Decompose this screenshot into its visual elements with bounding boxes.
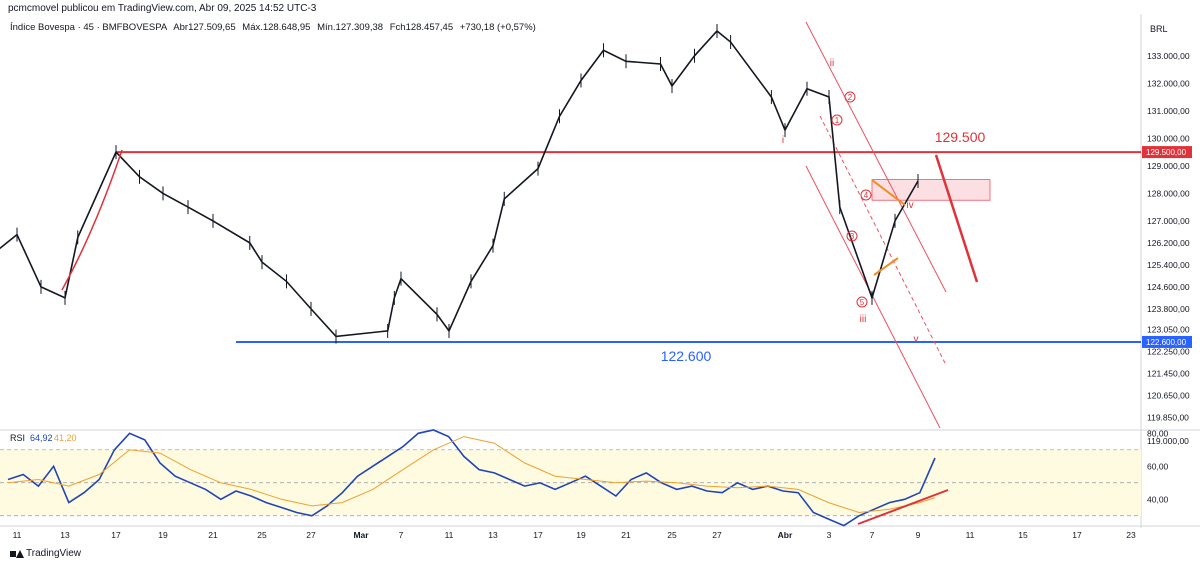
wave-circle-2 [844, 91, 856, 103]
wave-label-ii: ii [830, 58, 834, 69]
time-tick-label: 17 [111, 530, 121, 540]
time-tick-label: 13 [60, 530, 70, 540]
currency-label: BRL [1150, 24, 1168, 34]
tradingview-logo-icon [10, 549, 24, 559]
time-tick-label: 23 [1126, 530, 1136, 540]
wave-arrows [871, 179, 906, 276]
wave-number-4: 4 [864, 191, 869, 200]
time-tick-label: Abr [778, 530, 793, 540]
price-tick-label: 133.000,00 [1147, 51, 1190, 61]
change-value: +730,18 (+0,57%) [459, 22, 536, 33]
price-tick-label: 122.250,00 [1147, 347, 1190, 357]
time-tick-label: 21 [208, 530, 218, 540]
trend-highlight [61, 149, 123, 291]
price-tick-label: 121.450,00 [1147, 369, 1190, 379]
support-price-tag [1142, 335, 1192, 348]
wave-label-v: v [914, 334, 919, 345]
rsi-series-line [7, 436, 936, 514]
ohlc-legend: Índice Bovespa · 45 · BMFBOVESPA Abr127.… [10, 22, 540, 33]
price-tick-label: 131.000,00 [1147, 106, 1190, 116]
wave-label-i: i [782, 135, 784, 146]
rsi-series-line [7, 429, 936, 527]
time-tick-label: 25 [667, 530, 677, 540]
price-tick-label: 126.200,00 [1147, 238, 1190, 248]
high-value: Máx.128.648,95 [242, 22, 311, 33]
time-tick-label: 27 [306, 530, 316, 540]
wave-label-iv: iv [906, 200, 913, 211]
wave-number-3: 3 [850, 232, 855, 241]
wave-circle-5 [856, 296, 868, 308]
wave-label-iii: iii [860, 314, 867, 325]
time-tick-label: 27 [712, 530, 722, 540]
channel-upper-line [805, 21, 947, 293]
close-value: Fch128.457,45 [389, 22, 454, 33]
wave-number-5: 5 [860, 298, 865, 307]
price-tick-label: 127.000,00 [1147, 216, 1190, 226]
wave-number-1: 1 [835, 116, 840, 125]
publish-info: pcmcmovel publicou em TradingView.com, A… [8, 3, 317, 14]
price-line [0, 29, 919, 338]
time-tick-label: 11 [13, 530, 22, 540]
time-tick-label: 25 [257, 530, 267, 540]
rsi-tick-label: 40,00 [1147, 494, 1169, 504]
symbol-label[interactable]: Índice Bovespa · 45 · BMFBOVESPA [10, 22, 168, 33]
time-tick-label: 3 [827, 530, 832, 540]
price-tick-label: 129.000,00 [1147, 161, 1190, 171]
rsi-value: 64,92 [30, 433, 53, 443]
time-tick-label: 19 [576, 530, 586, 540]
time-tick-label: 21 [621, 530, 631, 540]
time-tick-label: 17 [1072, 530, 1082, 540]
rsi-divergence-line [857, 489, 949, 525]
price-tick-label: 123.050,00 [1147, 325, 1190, 335]
tradingview-footer[interactable]: TradingView [10, 548, 81, 559]
support-price-tag-label: 122.600,00 [1146, 338, 1187, 347]
time-tick-label: 13 [488, 530, 498, 540]
support-label: 122.600 [661, 348, 712, 364]
price-tick-label: 128.000,00 [1147, 188, 1190, 198]
price-tick-label: 119.850,00 [1147, 413, 1189, 423]
open-value: Abr127.509,65 [173, 22, 236, 33]
price-zone [871, 179, 991, 201]
time-tick-label: Mar [353, 530, 369, 540]
time-tick-label: 11 [445, 530, 454, 540]
resistance-price-tag [1142, 146, 1192, 159]
projection-arrow [934, 154, 979, 283]
time-tick-label: 7 [399, 530, 404, 540]
rsi-tick-label: 80,00 [1147, 428, 1169, 438]
price-tick-label: 125.400,00 [1147, 260, 1190, 270]
tradingview-brand: TradingView [26, 548, 82, 559]
price-tick-label: 124.600,00 [1147, 282, 1190, 292]
rsi-title: RSI [10, 433, 25, 443]
price-tick-label: 123.800,00 [1147, 304, 1190, 314]
time-tick-label: 9 [916, 530, 921, 540]
wave-circle-1 [831, 114, 843, 126]
time-tick-label: 17 [533, 530, 543, 540]
time-tick-label: 11 [966, 530, 975, 540]
low-value: Mín.127.309,38 [317, 22, 384, 33]
wave-number-2: 2 [848, 93, 853, 102]
time-tick-label: 7 [870, 530, 875, 540]
price-tick-label: 120.650,00 [1147, 391, 1190, 401]
price-tick-label: 132.000,00 [1147, 78, 1190, 88]
time-tick-label: 19 [158, 530, 168, 540]
price-tick-label: 130.000,00 [1147, 133, 1190, 143]
wave-circle-4 [860, 189, 872, 201]
wave-circle-3 [846, 230, 858, 242]
resistance-label: 129.500 [935, 129, 986, 145]
channel-mid-line [819, 115, 947, 366]
rsi-tick-label: 60,00 [1147, 461, 1169, 471]
rsi-ma-value: 41,20 [54, 433, 77, 443]
price-tick-label: 119.000,00 [1147, 436, 1189, 446]
resistance-price-tag-label: 129.500,00 [1146, 148, 1187, 157]
time-tick-label: 15 [1018, 530, 1028, 540]
